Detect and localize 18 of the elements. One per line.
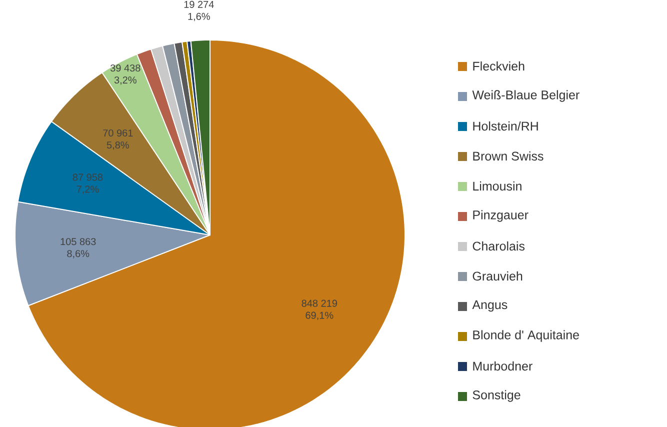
legend-label: Charolais bbox=[472, 241, 525, 251]
legend-label: Limousin bbox=[473, 181, 522, 191]
legend-label: Grauvieh bbox=[472, 271, 522, 281]
legend-label: Weiß-Blaue Belgier bbox=[472, 90, 580, 102]
legend-label: Blonde d' Aquitaine bbox=[473, 330, 579, 342]
data-label: 87 958 7,2% bbox=[72, 174, 103, 194]
data-label: 39 438 3,2% bbox=[110, 64, 140, 85]
data-label: 105 863 8,6% bbox=[60, 238, 96, 258]
legend-label: Angus bbox=[472, 300, 508, 312]
data-label: 848 219 69,1% bbox=[302, 300, 337, 320]
data-label: 70 961 5,8% bbox=[103, 129, 133, 150]
legend-label: Murbodner bbox=[473, 361, 532, 371]
legend-label: Holstein/RH bbox=[473, 121, 538, 131]
legend-label: Pinzgauer bbox=[473, 210, 528, 222]
legend-label: Sonstige bbox=[472, 390, 520, 402]
legend-label: Fleckvieh bbox=[473, 61, 524, 71]
data-label: 19 274 1,6% bbox=[184, 0, 214, 22]
legend-label: Brown Swiss bbox=[473, 151, 544, 161]
